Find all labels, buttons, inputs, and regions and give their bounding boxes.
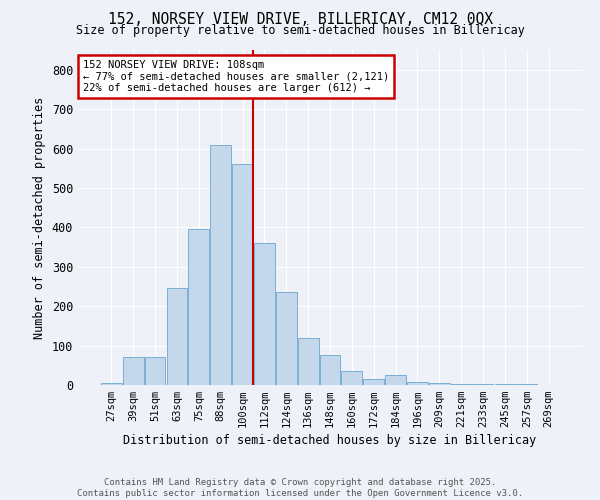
Text: Size of property relative to semi-detached houses in Billericay: Size of property relative to semi-detach… [76, 24, 524, 37]
Bar [276, 292, 296, 385]
Bar [320, 356, 340, 385]
Bar [341, 371, 362, 385]
Bar [210, 144, 231, 385]
Text: 152 NORSEY VIEW DRIVE: 108sqm
← 77% of semi-detached houses are smaller (2,121)
: 152 NORSEY VIEW DRIVE: 108sqm ← 77% of s… [83, 60, 389, 93]
Bar [473, 384, 493, 385]
Bar [101, 383, 122, 385]
Bar [123, 358, 143, 385]
Bar [429, 383, 450, 385]
Text: 152, NORSEY VIEW DRIVE, BILLERICAY, CM12 0QX: 152, NORSEY VIEW DRIVE, BILLERICAY, CM12… [107, 12, 493, 28]
Bar [298, 338, 319, 385]
Bar [494, 384, 515, 385]
Text: Contains HM Land Registry data © Crown copyright and database right 2025.
Contai: Contains HM Land Registry data © Crown c… [77, 478, 523, 498]
Bar [254, 243, 275, 385]
Bar [385, 375, 406, 385]
Bar [364, 379, 384, 385]
Bar [145, 358, 166, 385]
Bar [232, 164, 253, 385]
Bar [451, 384, 472, 385]
X-axis label: Distribution of semi-detached houses by size in Billericay: Distribution of semi-detached houses by … [124, 434, 536, 448]
Bar [517, 384, 537, 385]
Bar [407, 382, 428, 385]
Y-axis label: Number of semi-detached properties: Number of semi-detached properties [33, 96, 46, 338]
Bar [188, 230, 209, 385]
Bar [167, 288, 187, 385]
